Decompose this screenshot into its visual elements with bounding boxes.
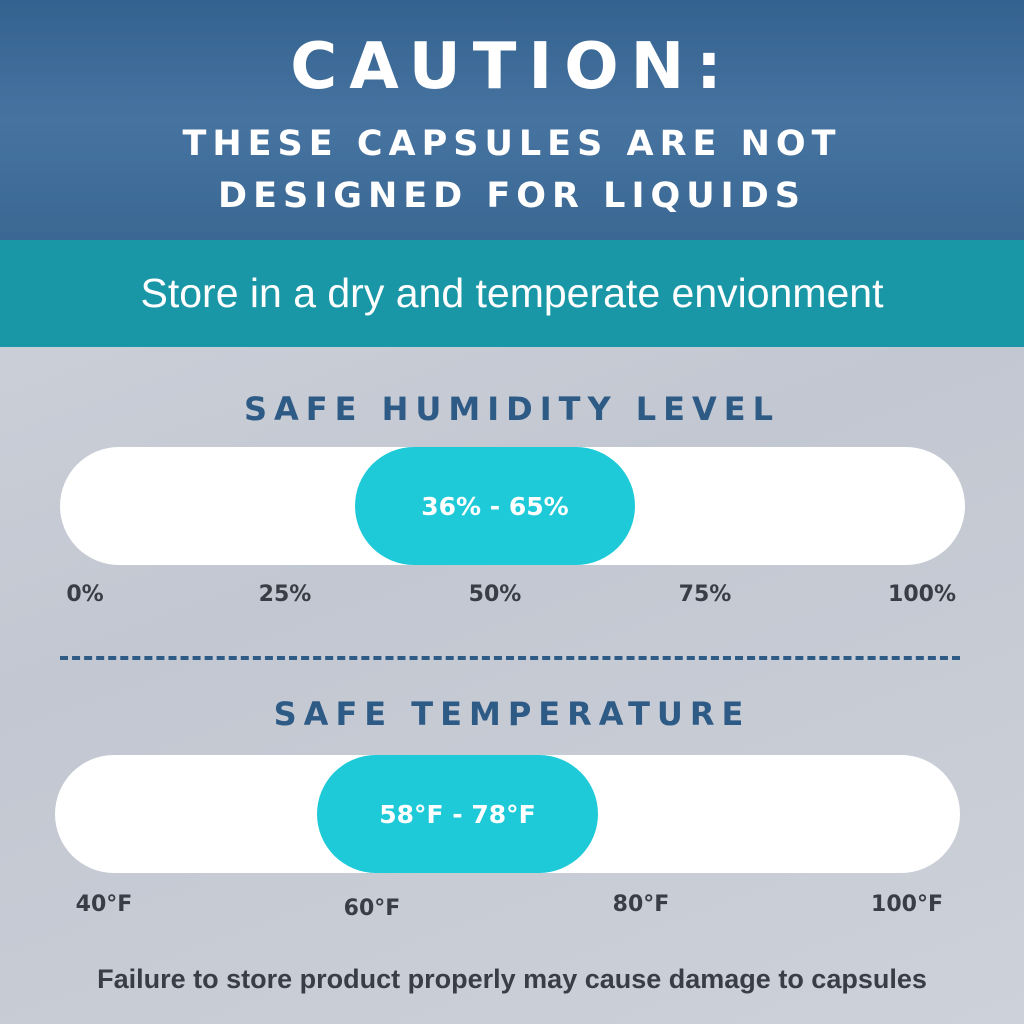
tick-label: 0%: [66, 582, 104, 607]
caution-title: CAUTION:: [290, 30, 734, 104]
footer-warning: Failure to store product properly may ca…: [97, 964, 927, 994]
subtitle-line-1: THESE CAPSULES ARE NOT: [182, 124, 842, 164]
humidity-range: 36% - 65%: [355, 447, 635, 565]
temperature-title: SAFE TEMPERATURE: [273, 695, 751, 733]
temperature-range: 58°F - 78°F: [317, 755, 598, 873]
tick-label: 60°F: [343, 896, 401, 921]
divider: [60, 656, 960, 660]
humidity-title: SAFE HUMIDITY LEVEL: [243, 390, 781, 428]
tick-label: 40°F: [75, 892, 133, 917]
caution-header: CAUTION: THESE CAPSULES ARE NOT DESIGNED …: [0, 0, 1024, 240]
caution-subtitle: THESE CAPSULES ARE NOT DESIGNED FOR LIQUI…: [0, 118, 1024, 222]
tick-label: 25%: [258, 582, 312, 607]
tick-label: 100°F: [871, 892, 943, 917]
tick-label: 80°F: [612, 892, 670, 917]
storage-banner: Store in a dry and temperate envionment: [0, 240, 1024, 347]
tick-label: 75%: [678, 582, 732, 607]
tick-label: 50%: [468, 582, 522, 607]
tick-label: 100%: [888, 582, 956, 607]
subtitle-line-2: DESIGNED FOR LIQUIDS: [218, 176, 806, 216]
